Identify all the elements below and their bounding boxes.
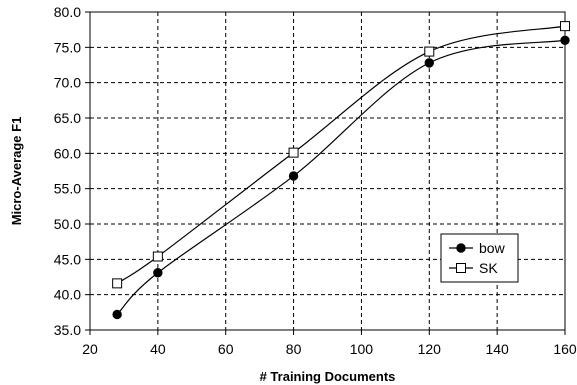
y-tick-label: 35.0 xyxy=(54,322,81,338)
y-tick-label: 80.0 xyxy=(54,4,81,20)
plot-area xyxy=(89,11,566,331)
legend-marker-bow xyxy=(456,243,466,253)
y-tick-label: 60.0 xyxy=(54,145,81,161)
data-point-bow xyxy=(560,35,570,45)
data-point-sk xyxy=(152,251,163,262)
y-tick-label: 70.0 xyxy=(54,75,81,91)
x-tick-label: 60 xyxy=(218,341,234,357)
series-bow xyxy=(112,35,570,320)
data-point-sk xyxy=(424,46,435,57)
y-tick-label: 65.0 xyxy=(54,110,81,126)
x-tick-label: 20 xyxy=(82,341,98,357)
data-point-bow xyxy=(424,58,434,68)
data-point-bow xyxy=(288,171,299,181)
y-axis-title: Micro-Average F1 xyxy=(9,117,24,226)
x-tick-label: 80 xyxy=(286,341,302,357)
x-axis-title: # Training Documents xyxy=(260,369,396,384)
legend-item-sk: SK xyxy=(449,260,498,276)
y-tick-label: 50.0 xyxy=(54,216,81,232)
legend-marker-sk xyxy=(456,263,466,273)
x-tick-label: 100 xyxy=(350,341,374,357)
x-tick-label: 40 xyxy=(150,341,166,357)
legend-label-bow: bow xyxy=(479,240,506,256)
x-tick-label: 140 xyxy=(485,341,509,357)
y-tick-label: 40.0 xyxy=(54,287,81,303)
series-group xyxy=(112,21,570,320)
data-point-sk xyxy=(560,21,570,32)
legend: bow SK xyxy=(440,233,519,283)
data-point-sk xyxy=(288,147,299,158)
data-point-bow xyxy=(153,268,163,278)
legend-item-bow: bow xyxy=(449,240,506,256)
series-sk xyxy=(112,21,570,289)
x-tick-label: 120 xyxy=(418,341,442,357)
y-tick-label: 75.0 xyxy=(54,39,81,55)
legend-box xyxy=(440,233,519,283)
y-tick-label: 45.0 xyxy=(54,251,81,267)
axis-ticks: 35.0 40.0 45.0 50.0 55.0 60.0 65.0 70.0 75.0 80.0… xyxy=(54,4,577,357)
data-point-bow xyxy=(112,309,122,320)
data-point-sk xyxy=(112,278,123,289)
y-tick-label: 55.0 xyxy=(54,181,81,197)
legend-label-sk: SK xyxy=(479,260,498,276)
x-tick-label: 160 xyxy=(553,341,577,357)
